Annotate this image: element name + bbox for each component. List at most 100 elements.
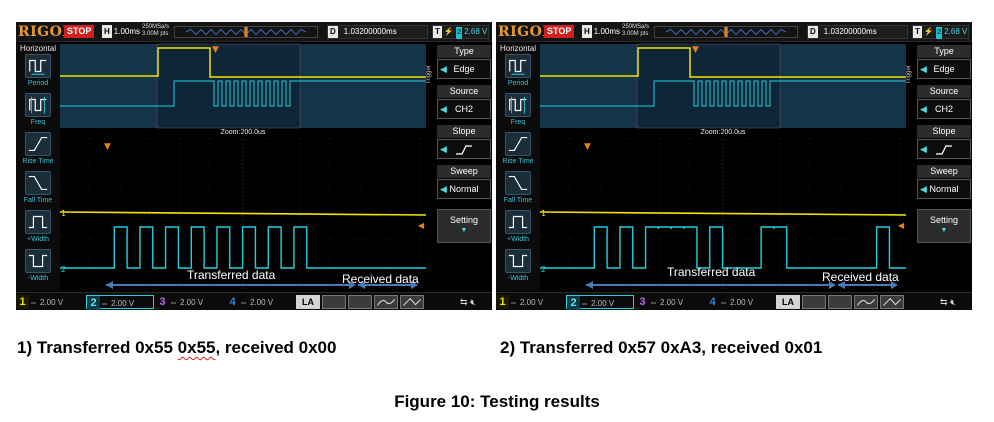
math-waveform-icon[interactable]: [854, 295, 878, 309]
measure-period[interactable]: Period: [496, 54, 540, 92]
delay-tag: D: [808, 26, 818, 38]
run-stop-indicator[interactable]: STOP: [544, 25, 575, 38]
channel-3-box[interactable]: 3 ═ 2.00 V: [636, 295, 704, 309]
delay-readout[interactable]: D 1.03200000ms: [807, 25, 908, 39]
channel-4-box[interactable]: 4 ═ 2.00 V: [706, 295, 774, 309]
left-arrow-icon: ◀: [440, 64, 447, 74]
rise-time-icon: [505, 132, 531, 156]
trigger-slope-value[interactable]: ◀: [437, 139, 491, 159]
trigger-type-value[interactable]: ◀ Edge: [917, 59, 971, 79]
usb-icon: ⇆: [940, 297, 948, 307]
measure-fall-time[interactable]: Fall Time: [496, 171, 540, 209]
timebase-readout[interactable]: H 1.00ms: [582, 25, 620, 38]
trigger-source[interactable]: Source ◀ CH2: [917, 85, 971, 121]
memory-depth: 3.00M pts: [142, 31, 169, 37]
trigger-type[interactable]: Type ◀ Edge: [917, 45, 971, 81]
trigger-source[interactable]: Source ◀ CH2: [437, 85, 491, 121]
channel-3-scale: 2.00 V: [179, 298, 204, 307]
trigger-channel: 2: [936, 27, 942, 39]
delay-readout[interactable]: D 1.03200000ms: [327, 25, 428, 39]
transferred-data-label: Transferred data: [667, 265, 756, 279]
measure-rise-time[interactable]: Rise Time: [496, 132, 540, 170]
channel-2-scale: 2.00 V: [590, 299, 615, 308]
trigger-source-label: Source: [917, 85, 971, 98]
period-icon: [505, 54, 531, 78]
trigger-sweep-value[interactable]: ◀ Normal: [437, 179, 491, 199]
sample-rate: 250MSa/s: [142, 24, 170, 30]
reference-waveform-icon[interactable]: [880, 295, 904, 309]
usb-icon: ⇆: [460, 297, 468, 307]
rising-edge-icon: [456, 144, 472, 155]
trigger-type-value[interactable]: ◀ Edge: [437, 59, 491, 79]
oscilloscope-screen-1: RIGOL STOP H 1.00ms 250MSa/s 3.00M pts D 1.…: [16, 22, 492, 310]
channel-3-box[interactable]: 3 ═ 2.00 V: [156, 295, 224, 309]
measure-freq[interactable]: Freq: [16, 93, 60, 131]
channel-1-box[interactable]: 1 ═ 2.00 V: [496, 295, 564, 309]
math-waveform-icon[interactable]: [374, 295, 398, 309]
measure-period[interactable]: Period: [16, 54, 60, 92]
measure-negative-width[interactable]: -Width: [496, 249, 540, 287]
waveform-traces: ▼ 1 2 ▼ ◀: [539, 43, 907, 291]
run-stop-indicator[interactable]: STOP: [64, 25, 95, 38]
channel-2-scale: 2.00 V: [110, 299, 135, 308]
measure-freq[interactable]: Freq: [496, 93, 540, 131]
decoder-1-icon[interactable]: [802, 295, 826, 309]
reference-waveform-icon[interactable]: [400, 295, 424, 309]
channel-1-box[interactable]: 1 ═ 2.00 V: [16, 295, 84, 309]
waveform-display[interactable]: ▼ 1 2 ▼ ◀ Zoom:200.0us Transferred data Rece…: [59, 43, 427, 291]
measure-positive-width[interactable]: +Width: [16, 210, 60, 248]
transferred-data-label: Transferred data: [187, 268, 276, 282]
measure-rise-time-label: Rise Time: [22, 158, 54, 165]
trigger-menu-label: Trigger: [906, 65, 912, 85]
trigger-sweep[interactable]: Sweep ◀ Normal: [437, 165, 491, 201]
trigger-sweep-label: Sweep: [917, 165, 971, 178]
channel-3-number: 3: [639, 296, 646, 308]
trigger-menu: Trigger Type ◀ Edge Source ◀ CH2 Slope ◀ S…: [426, 43, 492, 291]
trigger-setting-button[interactable]: Setting ▼: [917, 209, 971, 243]
decoder-1-icon[interactable]: [322, 295, 346, 309]
period-icon: [25, 54, 51, 78]
acquisition-info: 250MSa/s 3.00M pts: [622, 24, 649, 38]
trigger-tag: T: [433, 26, 442, 38]
measure-positive-width[interactable]: +Width: [496, 210, 540, 248]
trigger-slope-value[interactable]: ◀: [917, 139, 971, 159]
decoder-2-icon[interactable]: [348, 295, 372, 309]
measure-negative-width[interactable]: -Width: [16, 249, 60, 287]
trigger-readout[interactable]: T ⚡ 2 2.68 V: [912, 25, 969, 39]
left-arrow-icon: ◀: [920, 64, 927, 74]
trigger-sweep-value[interactable]: ◀ Normal: [917, 179, 971, 199]
logic-analyzer-button[interactable]: LA: [296, 295, 320, 309]
channel-2-box[interactable]: 2 ═ 2.00 V: [86, 295, 154, 310]
trigger-sweep-label: Sweep: [437, 165, 491, 178]
trigger-menu-label: Trigger: [426, 65, 432, 85]
timebase-tag: H: [102, 25, 112, 38]
trigger-channel: 2: [456, 27, 462, 39]
measure-fall-time[interactable]: Fall Time: [16, 171, 60, 209]
timebase-tag: H: [582, 25, 592, 38]
channel-2-box[interactable]: 2 ═ 2.00 V: [566, 295, 634, 310]
overview-channel-2-trace: [540, 80, 906, 107]
decoder-2-icon[interactable]: [828, 295, 852, 309]
dc-coupling-icon: ═: [721, 300, 726, 307]
trigger-slope[interactable]: Slope ◀: [917, 125, 971, 161]
waveform-display[interactable]: ▼ 1 2 ▼ ◀ Zoom:200.0us Transferred data Rece…: [539, 43, 907, 291]
left-arrow-icon: ◀: [440, 104, 447, 114]
trigger-source-value[interactable]: ◀ CH2: [437, 99, 491, 119]
channel-1-trace: [59, 211, 427, 216]
trigger-source-value[interactable]: ◀ CH2: [917, 99, 971, 119]
logic-analyzer-button[interactable]: LA: [776, 295, 800, 309]
channel-4-number: 4: [229, 296, 236, 308]
speaker-muted-icon: 🔇︎: [950, 297, 956, 307]
measure-rise-time[interactable]: Rise Time: [16, 132, 60, 170]
trigger-readout[interactable]: T ⚡ 2 2.68 V: [432, 25, 489, 39]
acquisition-info: 250MSa/s 3.00M pts: [142, 24, 169, 38]
channel-4-box[interactable]: 4 ═ 2.00 V: [226, 295, 294, 309]
trigger-slope[interactable]: Slope ◀: [437, 125, 491, 161]
zoom-window: [156, 43, 301, 129]
trigger-menu: Trigger Type ◀ Edge Source ◀ CH2 Slope ◀ S…: [906, 43, 972, 291]
trigger-sweep[interactable]: Sweep ◀ Normal: [917, 165, 971, 201]
trigger-setting-button[interactable]: Setting ▼: [437, 209, 491, 243]
arrowhead-left: [358, 281, 365, 289]
timebase-readout[interactable]: H 1.00ms: [102, 25, 140, 38]
trigger-type[interactable]: Type ◀ Edge: [437, 45, 491, 81]
